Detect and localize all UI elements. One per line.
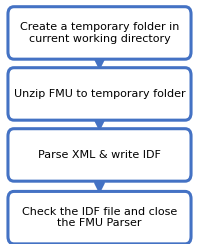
FancyBboxPatch shape: [8, 68, 191, 120]
FancyBboxPatch shape: [8, 7, 191, 59]
Text: Parse XML & write IDF: Parse XML & write IDF: [38, 150, 161, 160]
Text: Check the IDF file and close
the FMU Parser: Check the IDF file and close the FMU Par…: [22, 207, 177, 228]
FancyBboxPatch shape: [8, 191, 191, 244]
Text: Create a temporary folder in
current working directory: Create a temporary folder in current wor…: [20, 22, 179, 44]
FancyBboxPatch shape: [8, 129, 191, 181]
Text: Unzip FMU to temporary folder: Unzip FMU to temporary folder: [14, 89, 185, 99]
